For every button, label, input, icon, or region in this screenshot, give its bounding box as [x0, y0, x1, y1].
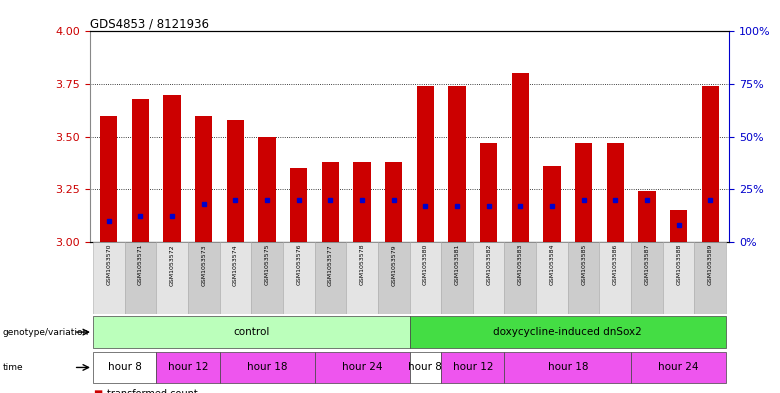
Bar	[631, 242, 663, 314]
Bar	[410, 316, 726, 348]
Bar	[93, 242, 125, 314]
Text: GSM1053582: GSM1053582	[486, 244, 491, 285]
Bar	[195, 116, 212, 242]
Text: hour 12: hour 12	[168, 362, 208, 373]
Bar	[600, 242, 631, 314]
Text: GSM1053579: GSM1053579	[391, 244, 396, 285]
Text: ■: ■	[94, 389, 103, 393]
Bar	[385, 162, 402, 242]
Bar	[163, 94, 181, 242]
Bar	[219, 351, 314, 384]
Text: control: control	[233, 327, 269, 337]
Bar	[156, 242, 188, 314]
Text: transformed count: transformed count	[107, 389, 197, 393]
Text: GSM1053583: GSM1053583	[518, 244, 523, 285]
Bar	[346, 242, 378, 314]
Bar	[314, 351, 410, 384]
Bar	[283, 242, 314, 314]
Text: hour 24: hour 24	[342, 362, 382, 373]
Bar	[505, 351, 631, 384]
Bar	[512, 73, 529, 242]
Bar	[258, 136, 275, 242]
Text: GSM1053570: GSM1053570	[106, 244, 112, 285]
Bar	[188, 242, 219, 314]
Bar	[227, 120, 244, 242]
Bar	[480, 143, 498, 242]
Text: hour 8: hour 8	[108, 362, 141, 373]
Bar	[378, 242, 410, 314]
Bar	[417, 86, 434, 242]
Bar	[219, 242, 251, 314]
Text: time: time	[2, 363, 23, 372]
Bar	[410, 351, 441, 384]
Bar	[93, 351, 156, 384]
Bar	[100, 116, 118, 242]
Text: hour 8: hour 8	[409, 362, 442, 373]
Text: GSM1053587: GSM1053587	[644, 244, 650, 285]
Bar	[125, 242, 156, 314]
Bar	[353, 162, 370, 242]
Bar	[156, 351, 219, 384]
Text: GSM1053575: GSM1053575	[264, 244, 270, 285]
Text: doxycycline-induced dnSox2: doxycycline-induced dnSox2	[494, 327, 642, 337]
Text: GSM1053589: GSM1053589	[707, 244, 713, 285]
Text: hour 18: hour 18	[246, 362, 287, 373]
Bar	[544, 166, 561, 242]
Text: GSM1053585: GSM1053585	[581, 244, 586, 285]
Bar	[473, 242, 505, 314]
Text: GSM1053571: GSM1053571	[138, 244, 143, 285]
Text: hour 24: hour 24	[658, 362, 699, 373]
Text: GSM1053580: GSM1053580	[423, 244, 428, 285]
Bar	[321, 162, 339, 242]
Text: GSM1053586: GSM1053586	[613, 244, 618, 285]
Text: GSM1053588: GSM1053588	[676, 244, 681, 285]
Bar	[631, 351, 726, 384]
Bar	[505, 242, 536, 314]
Bar	[132, 99, 149, 242]
Bar	[314, 242, 346, 314]
Bar	[448, 86, 466, 242]
Text: GSM1053576: GSM1053576	[296, 244, 301, 285]
Bar	[441, 351, 505, 384]
Bar	[251, 242, 283, 314]
Bar	[441, 242, 473, 314]
Bar	[93, 316, 410, 348]
Bar	[638, 191, 656, 242]
Text: GSM1053581: GSM1053581	[455, 244, 459, 285]
Bar	[568, 242, 600, 314]
Text: hour 12: hour 12	[452, 362, 493, 373]
Text: GSM1053577: GSM1053577	[328, 244, 333, 285]
Text: GSM1053572: GSM1053572	[169, 244, 175, 285]
Bar	[410, 242, 441, 314]
Text: GSM1053574: GSM1053574	[233, 244, 238, 285]
Bar	[670, 210, 687, 242]
Text: genotype/variation: genotype/variation	[2, 328, 89, 336]
Bar	[694, 242, 726, 314]
Text: GDS4853 / 8121936: GDS4853 / 8121936	[90, 17, 209, 30]
Bar	[290, 168, 307, 242]
Bar	[575, 143, 592, 242]
Text: hour 18: hour 18	[548, 362, 588, 373]
Bar	[663, 242, 694, 314]
Text: GSM1053584: GSM1053584	[549, 244, 555, 285]
Text: GSM1053573: GSM1053573	[201, 244, 206, 285]
Bar	[607, 143, 624, 242]
Text: GSM1053578: GSM1053578	[360, 244, 364, 285]
Bar	[701, 86, 719, 242]
Bar	[536, 242, 568, 314]
